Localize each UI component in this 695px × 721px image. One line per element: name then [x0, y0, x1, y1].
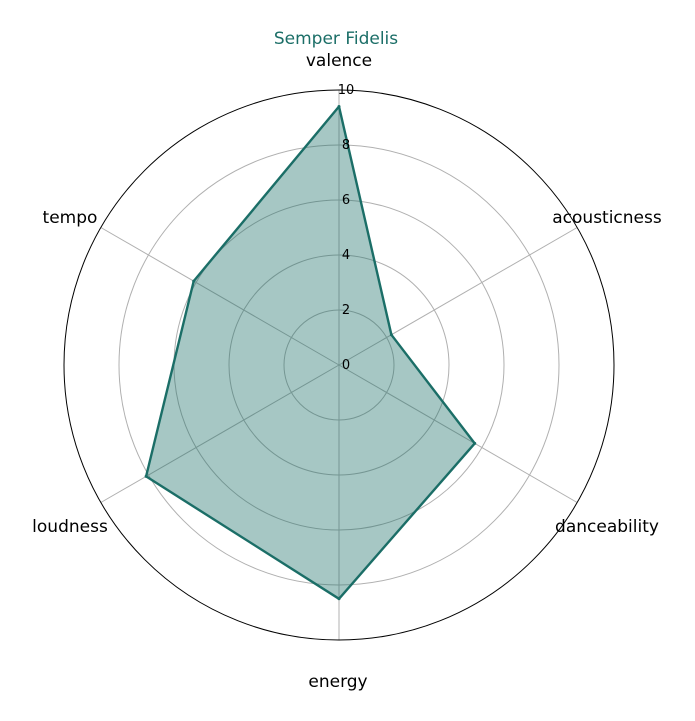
chart-title: Semper Fidelis	[274, 29, 398, 49]
tick-label: 4	[342, 248, 350, 263]
axis-label-energy: energy	[308, 672, 367, 692]
axis-label-loudness: loudness	[32, 517, 108, 537]
series-area	[146, 106, 475, 599]
axis-label-valence: valence	[306, 51, 372, 71]
axis-label-acousticness: acousticness	[552, 208, 662, 228]
axis-labels: valence acousticness danceability energy lou…	[32, 51, 662, 692]
data-point	[337, 597, 341, 601]
axis-label-tempo: tempo	[43, 208, 98, 228]
data-point	[192, 279, 196, 283]
tick-label: 0	[342, 358, 350, 373]
data-point	[144, 474, 148, 478]
data-point	[473, 441, 477, 445]
grid-spoke	[100, 227, 340, 366]
tick-label: 6	[342, 193, 350, 208]
tick-label: 10	[338, 83, 355, 98]
outer-frame	[63, 89, 615, 641]
radial-ticks: 0 2 4 6 8 10	[338, 83, 355, 373]
grid	[63, 89, 615, 641]
data-point	[389, 333, 393, 337]
grid-spoke	[100, 364, 340, 503]
axis-label-danceability: danceability	[555, 517, 659, 537]
grid-spoke	[338, 227, 578, 366]
grid-spoke	[338, 364, 578, 503]
series-layer	[144, 105, 477, 601]
data-point	[337, 105, 341, 108]
tick-label: 2	[342, 303, 350, 318]
tick-label: 8	[342, 138, 350, 153]
